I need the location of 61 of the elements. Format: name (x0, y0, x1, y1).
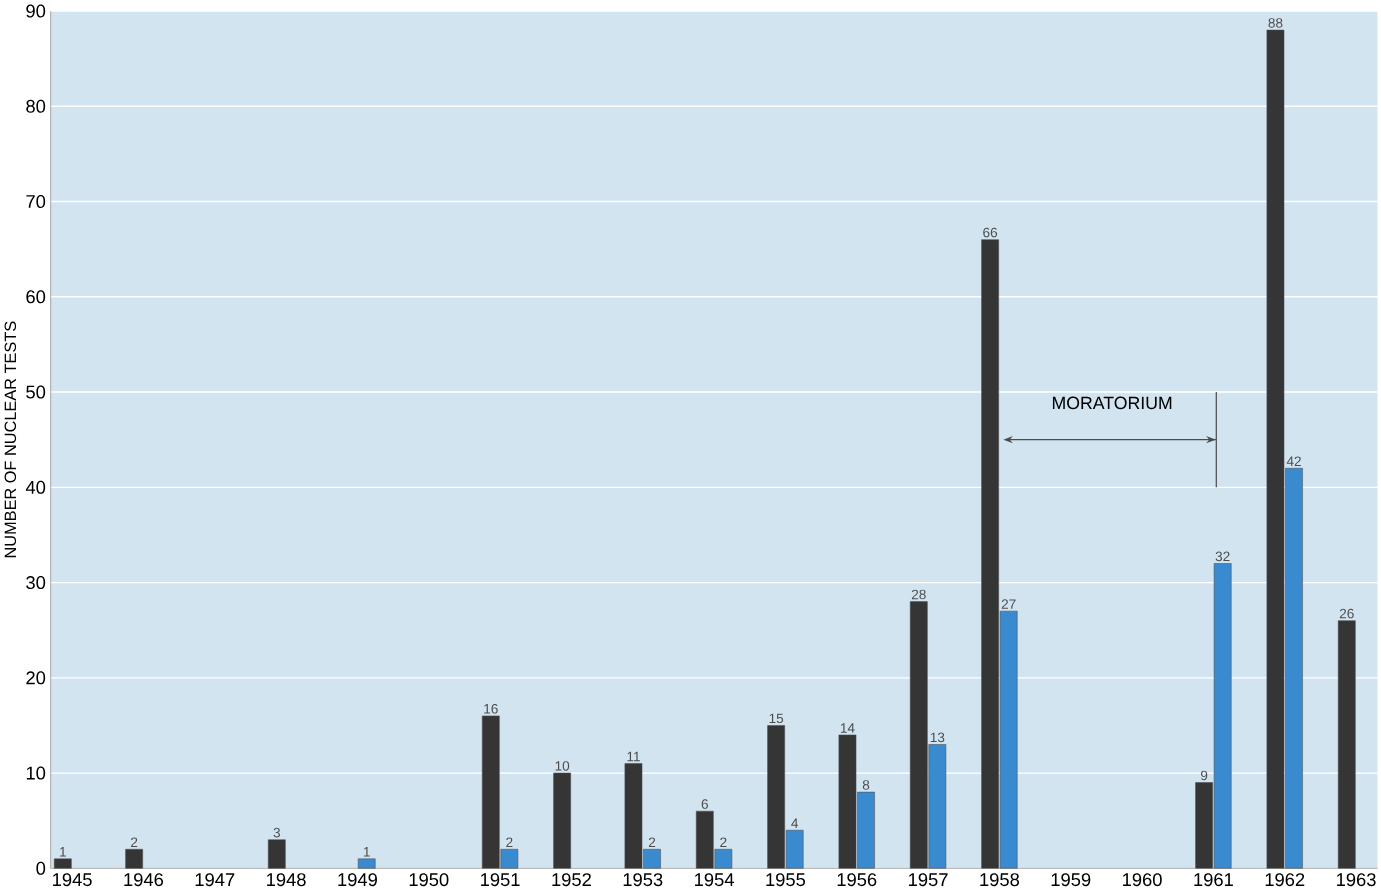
x-tick-label: 1952 (552, 873, 591, 887)
x-tick-label: 1957 (909, 873, 948, 887)
bar (125, 849, 143, 869)
x-tick-label: 1956 (837, 873, 877, 887)
x-tick-label: 1955 (766, 873, 806, 887)
y-tick-label: 80 (26, 99, 46, 113)
x-tick-label: 1961 (1194, 873, 1233, 887)
bar (267, 839, 286, 869)
data-label: 13 (930, 732, 945, 743)
data-label: 1 (60, 847, 66, 857)
y-axis-title: NUMBER OF NUCLEAR TESTS (4, 321, 17, 558)
x-tick-label: 1962 (1265, 873, 1305, 887)
data-label: 6 (701, 799, 708, 810)
x-tick-label: 1954 (695, 873, 734, 887)
x-tick-label: 1947 (195, 873, 235, 887)
x-tick-label: 1945 (53, 873, 92, 887)
y-tick-label: 30 (26, 576, 46, 590)
annotation: MORATORIUM (1052, 396, 1172, 410)
data-label: 4 (791, 818, 799, 829)
x-tick-label: 1946 (124, 873, 164, 887)
y-tick-label: 10 (26, 766, 46, 780)
data-label: 1 (363, 847, 370, 857)
y-tick-label: 60 (26, 290, 46, 304)
data-label: 11 (627, 752, 640, 762)
data-label: 2 (131, 837, 138, 848)
x-tick-label: 1951 (481, 873, 520, 887)
bar (357, 858, 376, 869)
y-tick-label: 20 (26, 671, 46, 685)
x-tick-label: 1948 (267, 873, 306, 887)
x-tick-label: 1959 (1051, 873, 1091, 887)
data-label: 9 (1200, 770, 1208, 781)
data-label: 8 (862, 780, 870, 790)
y-tick-label: 0 (36, 861, 46, 875)
data-label: 2 (506, 837, 513, 848)
data-label: 26 (1339, 608, 1354, 619)
data-label: 2 (720, 837, 727, 848)
y-tick-label: 70 (26, 195, 46, 209)
data-label: 28 (911, 589, 926, 600)
x-tick-label: 1963 (1337, 873, 1376, 887)
x-tick-label: 1953 (623, 873, 663, 887)
bar (53, 858, 72, 869)
data-label: 15 (769, 713, 784, 724)
data-label: 27 (1001, 599, 1016, 609)
x-tick-label: 1958 (980, 873, 1020, 887)
x-tick-label: 1950 (409, 873, 449, 887)
data-label: 88 (1268, 18, 1283, 28)
y-tick-label: 90 (26, 4, 46, 18)
y-tick-label: 50 (26, 385, 46, 399)
data-label: 10 (555, 761, 570, 771)
data-label: 32 (1215, 551, 1230, 562)
data-label: 3 (273, 827, 280, 838)
data-label: 14 (840, 723, 855, 733)
data-label: 16 (484, 704, 498, 714)
data-label: 66 (983, 227, 998, 238)
y-tick-label: 40 (25, 480, 46, 494)
data-label: 2 (648, 837, 656, 848)
data-label: 42 (1286, 456, 1301, 467)
bar (1337, 620, 1356, 869)
bar (553, 772, 571, 869)
x-tick-label: 1960 (1123, 873, 1162, 887)
x-tick-label: 1949 (338, 873, 377, 887)
